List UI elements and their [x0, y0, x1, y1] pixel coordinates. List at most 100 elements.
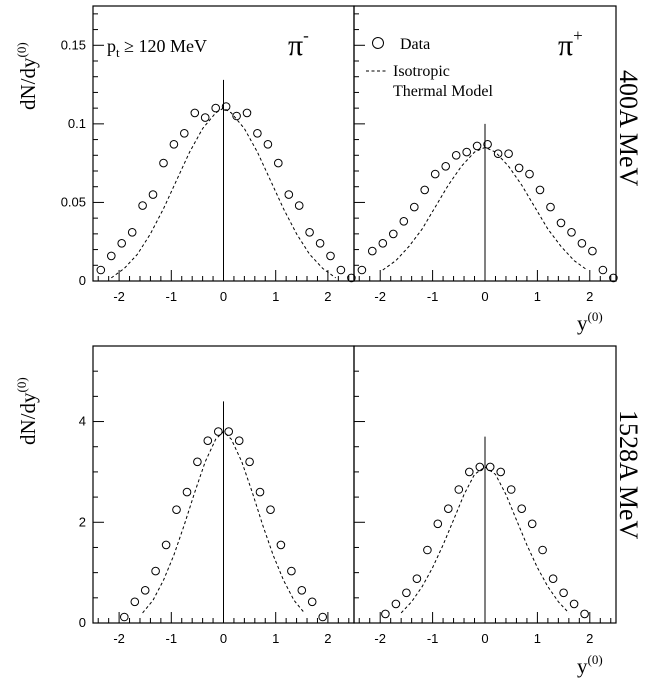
data-point [399, 217, 409, 226]
data-point [107, 251, 116, 261]
data-point [347, 273, 356, 283]
x-tick-label: 0 [481, 631, 488, 646]
data-point [172, 505, 181, 515]
data-point [96, 265, 106, 275]
data-point [214, 427, 223, 436]
x-tick-label: -2 [113, 631, 125, 646]
data-point [517, 504, 527, 514]
data-point [200, 113, 210, 122]
x-tick-label: 1 [272, 631, 279, 646]
y-tick-label: 0.05 [61, 194, 86, 209]
data-point [444, 504, 453, 514]
data-point [266, 505, 275, 515]
ylabel-bottom: dN/dy(0) [14, 377, 40, 445]
data-point [548, 574, 558, 584]
data-point [430, 169, 440, 179]
x-tick-label: -1 [166, 631, 178, 646]
data-point [569, 599, 579, 609]
data-point [420, 185, 430, 195]
particle-label-pi-plus: π+ [558, 26, 583, 62]
legend-model-label-line2: Thermal Model [393, 83, 494, 100]
x-tick-label: -1 [166, 289, 178, 304]
pt-cut-label: pt ≥ 120 MeV [107, 36, 207, 60]
x-tick-label: 1 [534, 631, 541, 646]
data-point [193, 457, 202, 467]
data-point [423, 545, 432, 555]
data-point [221, 102, 231, 111]
energy-label-1528: 1528A MeV [614, 410, 643, 540]
x-tick-label: 1 [272, 289, 279, 304]
particle-label-pi-minus: π- [288, 26, 309, 62]
data-point [130, 597, 140, 607]
data-point [496, 467, 506, 477]
data-point [412, 574, 422, 584]
data-point [441, 162, 451, 171]
data-point [315, 239, 325, 248]
legend-data-label: Data [400, 36, 430, 53]
data-point [559, 588, 568, 598]
y-tick-label: 0.15 [61, 37, 86, 52]
y-tick-label: 4 [79, 414, 86, 429]
data-point [506, 485, 516, 494]
x-tick-label: 2 [586, 289, 593, 304]
data-point [182, 487, 192, 497]
data-point [180, 129, 189, 138]
x-tick-label: 2 [324, 631, 331, 646]
data-point [475, 462, 485, 472]
legend-data-marker [372, 37, 384, 49]
x-tick-label: 2 [324, 289, 331, 304]
data-point [462, 147, 472, 157]
thermal-model-curve [111, 107, 336, 279]
data-point [120, 612, 129, 622]
data-point [190, 108, 200, 118]
data-point [525, 169, 534, 179]
data-point [305, 228, 314, 237]
data-point [389, 229, 398, 239]
data-point [357, 265, 367, 275]
data-point [127, 228, 137, 237]
data-point [276, 540, 286, 550]
data-point [138, 201, 147, 210]
data-point [318, 612, 328, 622]
data-point [378, 239, 388, 248]
data-point [451, 151, 461, 160]
data-point [274, 158, 283, 168]
data-point [253, 129, 262, 138]
data-point [567, 228, 576, 237]
data-point [556, 218, 566, 228]
data-point [297, 586, 307, 595]
energy-label-400: 400A MeV [614, 70, 643, 187]
data-point [588, 246, 597, 256]
y-tick-label: 0.1 [68, 116, 86, 131]
x-tick-label: 0 [220, 289, 227, 304]
data-point [263, 140, 273, 149]
data-point [598, 265, 608, 275]
data-point [287, 566, 296, 576]
data-point [391, 599, 401, 609]
data-point [224, 427, 233, 436]
x-tick-label: 2 [586, 631, 593, 646]
data-point [245, 457, 254, 467]
y-tick-label: 0 [79, 615, 86, 630]
data-point [326, 251, 335, 261]
data-point [546, 202, 555, 212]
data-point [493, 149, 503, 158]
x-tick-label: 1 [534, 289, 541, 304]
data-point [527, 519, 537, 529]
data-point [117, 239, 126, 248]
data-point [203, 436, 213, 446]
data-point [580, 609, 589, 619]
data-point [368, 246, 377, 256]
data-point [485, 462, 495, 472]
data-point [483, 140, 492, 149]
y-tick-label: 2 [79, 514, 86, 529]
data-point [410, 202, 419, 212]
data-point [242, 108, 252, 118]
x-tick-label: -2 [374, 289, 386, 304]
data-point [307, 597, 317, 607]
xlabel-top: y(0) [577, 309, 603, 335]
data-point [472, 141, 482, 151]
thermal-model-curve [400, 466, 570, 614]
data-point [402, 588, 411, 598]
